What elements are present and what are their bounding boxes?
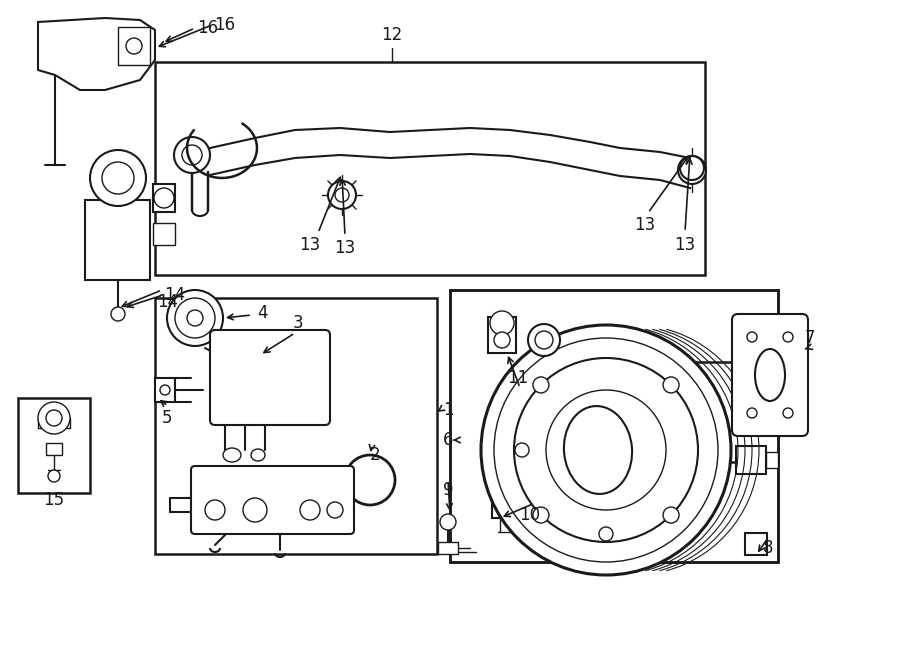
Circle shape	[747, 332, 757, 342]
Circle shape	[515, 443, 529, 457]
Text: 10: 10	[519, 506, 541, 524]
Circle shape	[440, 514, 456, 530]
Bar	[492, 463, 524, 518]
Circle shape	[167, 290, 223, 346]
Circle shape	[335, 188, 349, 202]
Bar	[766, 452, 778, 468]
Circle shape	[174, 137, 210, 173]
Circle shape	[182, 145, 202, 165]
Circle shape	[243, 498, 267, 522]
Bar	[153, 223, 175, 245]
Bar	[496, 445, 520, 463]
Bar	[155, 62, 705, 275]
Text: 13: 13	[300, 236, 320, 254]
Circle shape	[533, 507, 549, 523]
Bar	[85, 200, 150, 280]
Circle shape	[528, 324, 560, 356]
Bar	[673, 362, 778, 462]
Circle shape	[160, 385, 170, 395]
FancyBboxPatch shape	[210, 330, 330, 425]
Text: 16: 16	[214, 16, 236, 34]
Circle shape	[514, 358, 698, 542]
Text: 2: 2	[370, 446, 381, 464]
Circle shape	[678, 156, 706, 184]
Circle shape	[494, 332, 510, 348]
Text: 6: 6	[443, 431, 454, 449]
Circle shape	[663, 507, 680, 523]
Circle shape	[599, 527, 613, 541]
Circle shape	[533, 377, 549, 393]
Circle shape	[490, 311, 514, 335]
Circle shape	[546, 390, 666, 510]
Text: 1: 1	[443, 401, 454, 419]
Circle shape	[38, 402, 70, 434]
Text: 14: 14	[165, 286, 185, 304]
Text: 8: 8	[763, 539, 773, 557]
Text: 13: 13	[674, 236, 696, 254]
Bar	[118, 27, 150, 65]
Circle shape	[46, 410, 62, 426]
Circle shape	[481, 325, 731, 575]
Circle shape	[175, 298, 215, 338]
Text: 12: 12	[382, 26, 402, 44]
Circle shape	[535, 331, 553, 349]
Text: 9: 9	[443, 481, 454, 499]
Bar	[18, 398, 90, 493]
Text: 5: 5	[162, 409, 172, 427]
Bar	[450, 290, 778, 562]
Circle shape	[328, 181, 356, 209]
Text: 4: 4	[256, 304, 267, 322]
Bar	[153, 184, 175, 212]
Text: 16: 16	[197, 19, 219, 37]
FancyBboxPatch shape	[191, 466, 354, 534]
Circle shape	[90, 150, 146, 206]
Circle shape	[327, 502, 343, 518]
Ellipse shape	[564, 406, 632, 494]
Circle shape	[48, 470, 60, 482]
Circle shape	[300, 500, 320, 520]
Ellipse shape	[223, 448, 241, 462]
Circle shape	[783, 332, 793, 342]
Text: 14: 14	[158, 293, 178, 311]
Circle shape	[187, 310, 203, 326]
Bar	[155, 378, 175, 402]
Circle shape	[205, 500, 225, 520]
Ellipse shape	[251, 449, 265, 461]
Circle shape	[111, 307, 125, 321]
Text: 15: 15	[43, 491, 65, 509]
Bar	[438, 542, 458, 554]
Text: 13: 13	[634, 216, 655, 234]
Circle shape	[680, 156, 704, 180]
Circle shape	[154, 188, 174, 208]
Text: 11: 11	[508, 369, 528, 387]
Circle shape	[747, 408, 757, 418]
Circle shape	[783, 408, 793, 418]
Bar	[155, 298, 437, 554]
Circle shape	[102, 162, 134, 194]
FancyBboxPatch shape	[732, 314, 808, 436]
Text: 13: 13	[335, 239, 356, 257]
Text: 3: 3	[292, 314, 303, 332]
Bar	[488, 317, 516, 353]
Bar	[736, 446, 766, 474]
Circle shape	[494, 338, 718, 562]
Bar	[745, 533, 767, 555]
Circle shape	[126, 38, 142, 54]
Text: 7: 7	[805, 329, 815, 347]
Circle shape	[663, 377, 680, 393]
Bar	[46, 443, 62, 455]
